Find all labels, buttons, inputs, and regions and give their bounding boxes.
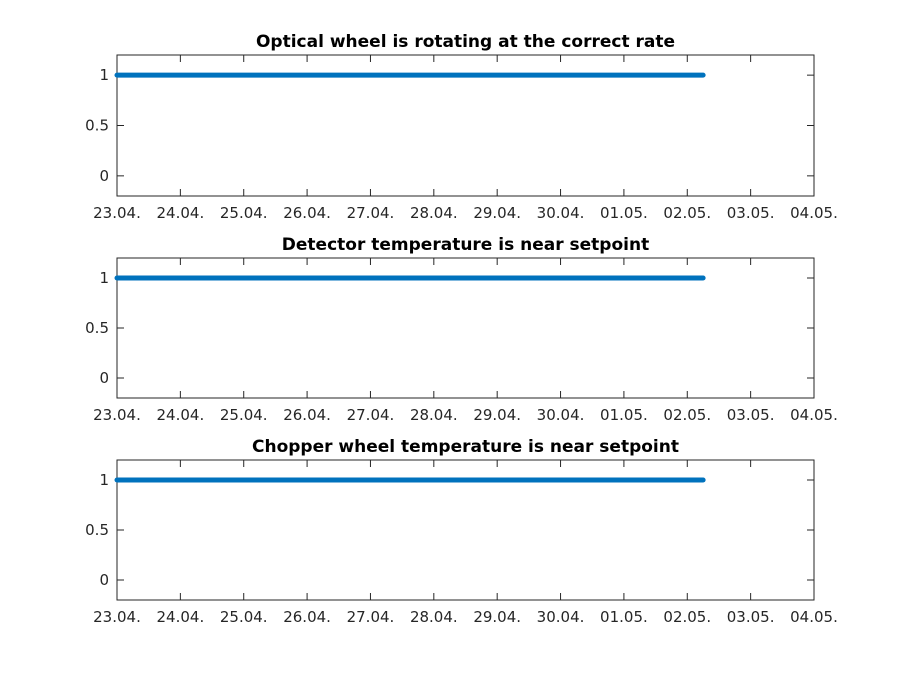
x-tick-label: 04.05. (790, 204, 838, 222)
y-tick-label: 1 (99, 471, 109, 489)
x-tick-label: 04.05. (790, 608, 838, 626)
x-tick-label: 23.04. (93, 608, 141, 626)
x-tick-label: 26.04. (283, 608, 331, 626)
x-tick-label: 27.04. (347, 204, 395, 222)
x-tick-label: 02.05. (663, 608, 711, 626)
subplot-3: Chopper wheel temperature is near setpoi… (85, 437, 838, 626)
x-tick-label: 02.05. (663, 204, 711, 222)
x-tick-label: 27.04. (347, 608, 395, 626)
x-tick-label: 24.04. (157, 608, 205, 626)
x-tick-label: 30.04. (537, 608, 585, 626)
x-tick-label: 01.05. (600, 204, 648, 222)
x-tick-label: 30.04. (537, 204, 585, 222)
x-tick-label: 26.04. (283, 204, 331, 222)
axes-frame (116, 54, 815, 197)
x-tick-label: 29.04. (473, 406, 521, 424)
chart-title: Detector temperature is near setpoint (282, 235, 649, 255)
x-tick-label: 01.05. (600, 406, 648, 424)
x-tick-label: 28.04. (410, 608, 458, 626)
y-tick-label: 0 (99, 167, 109, 185)
x-tick-label: 28.04. (410, 406, 458, 424)
axes-frame (116, 459, 815, 601)
x-tick-label: 27.04. (347, 406, 395, 424)
y-tick-label: 1 (99, 269, 109, 287)
y-tick-label: 0.5 (85, 521, 109, 539)
subplot-1: Optical wheel is rotating at the correct… (85, 32, 838, 222)
y-tick-label: 1 (99, 66, 109, 84)
x-tick-label: 25.04. (220, 608, 268, 626)
x-tick-label: 23.04. (93, 204, 141, 222)
y-tick-label: 0.5 (85, 319, 109, 337)
subplot-2: Detector temperature is near setpoint 23.… (85, 235, 838, 424)
chart-title: Chopper wheel temperature is near setpoi… (252, 437, 679, 457)
y-tick-label: 0.5 (85, 117, 109, 135)
x-tick-label: 24.04. (157, 406, 205, 424)
x-tick-label: 01.05. (600, 608, 648, 626)
x-tick-label: 29.04. (473, 204, 521, 222)
x-tick-label: 29.04. (473, 608, 521, 626)
x-tick-label: 30.04. (537, 406, 585, 424)
x-tick-label: 03.05. (727, 406, 775, 424)
y-tick-label: 0 (99, 369, 109, 387)
x-tick-label: 23.04. (93, 406, 141, 424)
x-tick-label: 02.05. (663, 406, 711, 424)
y-tick-label: 0 (99, 571, 109, 589)
x-tick-label: 28.04. (410, 204, 458, 222)
x-tick-label: 04.05. (790, 406, 838, 424)
chart-title: Optical wheel is rotating at the correct… (256, 32, 675, 52)
x-tick-label: 24.04. (157, 204, 205, 222)
x-tick-label: 26.04. (283, 406, 331, 424)
x-tick-label: 03.05. (727, 608, 775, 626)
x-tick-label: 03.05. (727, 204, 775, 222)
x-tick-label: 25.04. (220, 406, 268, 424)
x-tick-label: 25.04. (220, 204, 268, 222)
